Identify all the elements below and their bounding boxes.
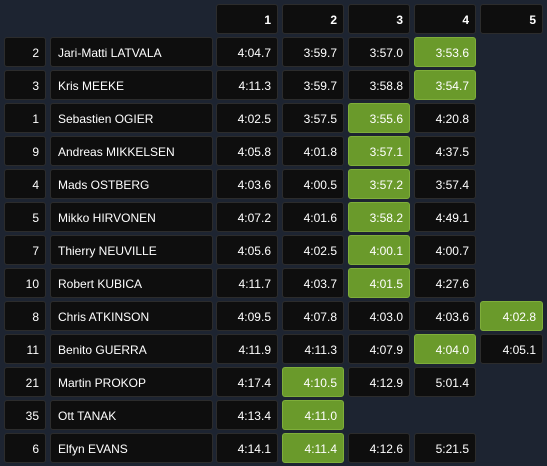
stage-time: 4:07.9 [348,334,410,364]
best-time: 4:00.1 [348,235,410,265]
stage-time: 4:17.4 [216,367,278,397]
position: 1 [4,103,46,133]
driver-name: Mads OSTBERG [50,169,213,199]
driver-name: Andreas MIKKELSEN [50,136,213,166]
driver-name: Robert KUBICA [50,268,213,298]
position: 5 [4,202,46,232]
column-header: 2 [282,4,344,34]
stage-time: 4:02.5 [216,103,278,133]
stage-time: 3:57.0 [348,37,410,67]
stage-time: 4:07.2 [216,202,278,232]
stage-time: 4:04.7 [216,37,278,67]
position: 35 [4,400,46,430]
stage-time: 4:03.7 [282,268,344,298]
stage-time: 4:11.9 [216,334,278,364]
position: 6 [4,433,46,463]
stage-time: 5:01.4 [414,367,476,397]
best-time: 4:04.0 [414,334,476,364]
column-header: 1 [216,4,278,34]
stage-time: 4:01.8 [282,136,344,166]
driver-name: Kris MEEKE [50,70,213,100]
position: 2 [4,37,46,67]
driver-name: Ott TANAK [50,400,213,430]
position: 9 [4,136,46,166]
stage-time: 4:20.8 [414,103,476,133]
stage-time: 4:13.4 [216,400,278,430]
driver-name: Elfyn EVANS [50,433,213,463]
best-time: 3:57.1 [348,136,410,166]
driver-name: Benito GUERRA [50,334,213,364]
driver-name: Martin PROKOP [50,367,213,397]
best-time: 4:11.4 [282,433,344,463]
stage-time: 3:57.5 [282,103,344,133]
stage-time: 4:03.0 [348,301,410,331]
column-header: 3 [348,4,410,34]
best-time: 3:55.6 [348,103,410,133]
stage-time: 4:12.9 [348,367,410,397]
stage-time: 5:21.5 [414,433,476,463]
stage-time: 4:00.7 [414,235,476,265]
best-time: 3:57.2 [348,169,410,199]
stage-time: 3:59.7 [282,70,344,100]
stage-time: 4:11.7 [216,268,278,298]
stage-time: 3:58.8 [348,70,410,100]
best-time: 3:54.7 [414,70,476,100]
stage-time: 4:03.6 [216,169,278,199]
position: 3 [4,70,46,100]
best-time: 4:02.8 [480,301,543,331]
position: 10 [4,268,46,298]
stage-time: 4:00.5 [282,169,344,199]
driver-name: Mikko HIRVONEN [50,202,213,232]
stage-time: 4:05.8 [216,136,278,166]
best-time: 3:53.6 [414,37,476,67]
stage-time: 4:11.3 [282,334,344,364]
position: 7 [4,235,46,265]
position: 21 [4,367,46,397]
stage-time: 4:11.3 [216,70,278,100]
stage-time: 4:09.5 [216,301,278,331]
stage-time: 4:49.1 [414,202,476,232]
stage-time: 4:14.1 [216,433,278,463]
stage-time: 4:05.6 [216,235,278,265]
stage-time: 3:57.4 [414,169,476,199]
best-time: 4:10.5 [282,367,344,397]
stage-time: 4:05.1 [480,334,543,364]
column-header: 4 [414,4,476,34]
driver-name: Chris ATKINSON [50,301,213,331]
position: 11 [4,334,46,364]
best-time: 4:11.0 [282,400,344,430]
best-time: 3:58.2 [348,202,410,232]
stage-time: 4:12.6 [348,433,410,463]
stage-time: 4:03.6 [414,301,476,331]
stage-time: 4:37.5 [414,136,476,166]
best-time: 4:01.5 [348,268,410,298]
position: 4 [4,169,46,199]
position: 8 [4,301,46,331]
stage-time: 4:02.5 [282,235,344,265]
stage-time: 4:27.6 [414,268,476,298]
driver-name: Thierry NEUVILLE [50,235,213,265]
driver-name: Sebastien OGIER [50,103,213,133]
stage-time: 4:01.6 [282,202,344,232]
stage-time: 3:59.7 [282,37,344,67]
stage-time: 4:07.8 [282,301,344,331]
driver-name: Jari-Matti LATVALA [50,37,213,67]
column-header: 5 [480,4,543,34]
